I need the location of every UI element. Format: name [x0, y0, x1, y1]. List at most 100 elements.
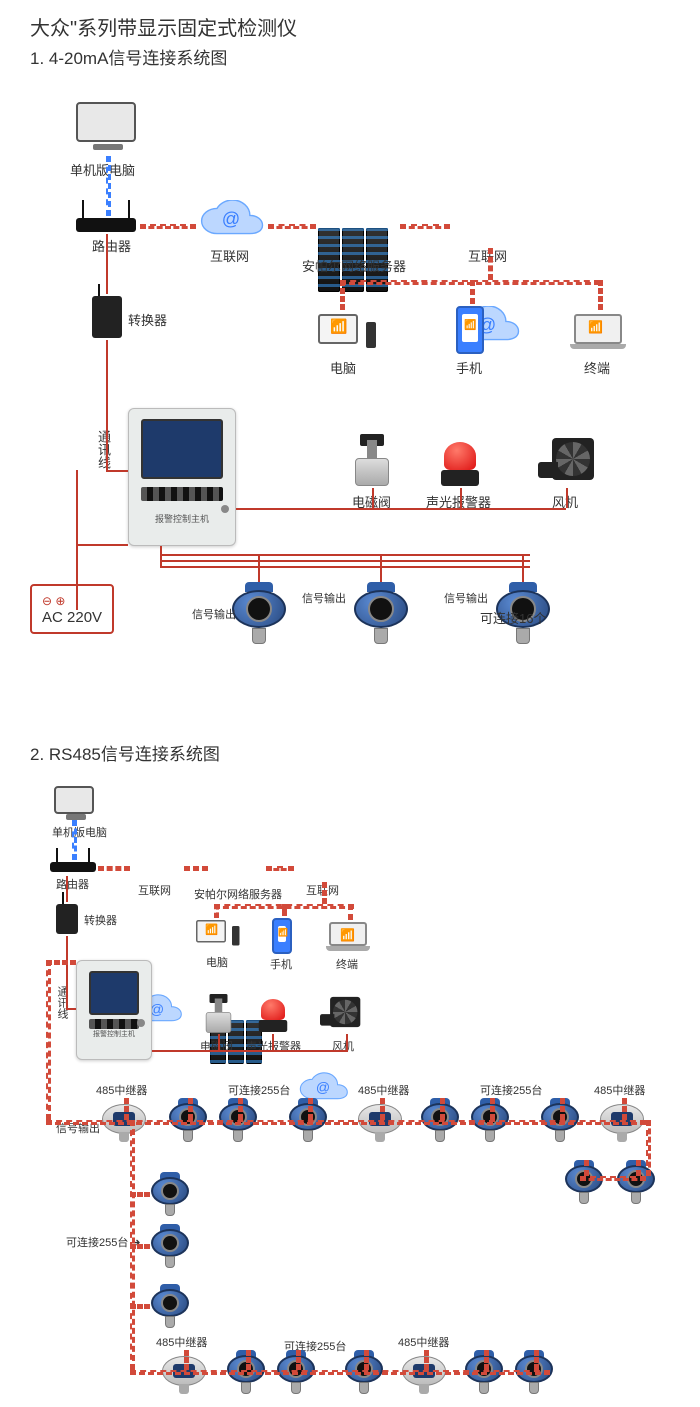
s2-cloud-left-label: 互联网 [138, 882, 171, 898]
internet-left-label: 互联网 [210, 246, 249, 265]
s2-line-bb-d5 [484, 1350, 489, 1370]
connect-16-label: 可连接16个 [480, 608, 546, 627]
s2-line-router-conv [66, 876, 68, 902]
s2-controller-icon: 报警控制主机 [76, 960, 152, 1060]
s2-conn255-2: 可连接255台 [480, 1082, 542, 1098]
s2-line-tb-d9 [622, 1098, 627, 1120]
s2-line-bb-d0 [184, 1350, 189, 1370]
router-icon [76, 218, 136, 232]
line-pc-router [106, 156, 111, 216]
s2-rep-label-1: 485中继器 [96, 1082, 147, 1098]
s2-line-act-v2 [272, 1034, 274, 1050]
s2-line-rep3-h [580, 1176, 646, 1181]
page: 大众"系列带显示固定式检测仪 1. 4-20mA信号连接系统图 单机版电脑 路由… [0, 0, 700, 1407]
s2-phone-icon: 📶 [272, 918, 292, 954]
s2-rep-label-3: 485中继器 [594, 1082, 645, 1098]
s2-line-vb1 [130, 1192, 150, 1197]
signal-out-1: 信号输出 [192, 606, 236, 622]
s2-line-ctrl-down-h [46, 960, 76, 965]
line-cloudR-down [488, 248, 493, 280]
signal-out-3: 信号输出 [444, 590, 488, 606]
s2-line-tb-d7 [490, 1098, 495, 1120]
converter-label: 转换器 [128, 310, 167, 329]
s2-det-v2 [150, 1224, 190, 1268]
line-ctrl-power-v [76, 470, 78, 610]
line-to-phone [470, 280, 475, 304]
s2-alarm-icon [258, 996, 298, 1044]
line-to-pc [340, 280, 345, 310]
line-det2 [380, 554, 382, 582]
controller-icon: 报警控制主机 [128, 408, 236, 546]
s2-line-tb-d4 [308, 1098, 313, 1120]
line-det3 [522, 554, 524, 582]
s2-line-topbus [46, 1120, 646, 1125]
signal-out-2: 信号输出 [302, 590, 346, 606]
controller-tag: 报警控制主机 [129, 512, 235, 525]
svg-text:@: @ [316, 1079, 330, 1095]
fan-icon [538, 434, 594, 486]
s2-pc-label: 电脑 [206, 954, 228, 970]
power-label: AC 220V [42, 609, 102, 626]
section1-heading: 1. 4-20mA信号连接系统图 [30, 44, 227, 69]
page-title: 大众"系列带显示固定式检测仪 [30, 12, 297, 41]
s2-line-act-v3 [346, 1034, 348, 1050]
s2-line-bb-d6 [534, 1350, 539, 1370]
line-ctrl-detv [160, 546, 162, 566]
s2-rep-label-5: 485中继器 [398, 1334, 449, 1350]
router-label: 路由器 [92, 236, 131, 255]
s2-det-v1 [150, 1172, 190, 1216]
line-router-conv [106, 234, 108, 294]
s2-line-botbus [130, 1370, 550, 1375]
internet-cloud-left-icon: @ [196, 200, 266, 242]
s2-rep-label-4: 485中继器 [156, 1334, 207, 1350]
line-server-cloudR [400, 224, 450, 229]
line-act-valve [372, 488, 374, 508]
s2-line-tb-d5 [380, 1098, 385, 1120]
line-det-bus3 [160, 566, 530, 568]
s2-line-tb-d1 [124, 1098, 129, 1120]
s2-pc-icon: 📶 [196, 920, 246, 950]
line-act-fan [566, 488, 568, 508]
s2-phone-label: 手机 [270, 956, 292, 972]
s2-line-rep3-d1 [584, 1160, 589, 1176]
s2-det-v3 [150, 1284, 190, 1328]
s2-line-to-phone2 [282, 904, 287, 916]
s2-terminal-icon: 📶 [326, 922, 370, 952]
line-conv-ctrl-h [106, 470, 128, 472]
power-polarity: ⊖ ⊕ [42, 594, 65, 608]
s2-line-chain3 [266, 866, 294, 871]
s2-line-ctrl-down [46, 960, 51, 1120]
s2-line-tb-d2 [188, 1098, 193, 1120]
client-phone-label: 手机 [456, 358, 482, 377]
valve-icon [350, 434, 394, 486]
s2-line-to-pc2 [214, 904, 219, 918]
client-terminal-icon: 📶 [570, 314, 626, 350]
s2-line-conv-ctrl [66, 936, 68, 1010]
s2-line-bb-d1 [246, 1350, 251, 1370]
s2-terminal-label: 终端 [336, 956, 358, 972]
line-router-cloudL [140, 224, 196, 229]
line-det-bus1 [160, 554, 530, 556]
line-conv-ctrl [106, 340, 108, 470]
s2-line-pc-router [72, 820, 77, 860]
standalone-pc-label: 单机版电脑 [70, 160, 135, 179]
s2-converter-icon [56, 904, 78, 934]
s2-conn255-1: 可连接255台 [228, 1082, 290, 1098]
standalone-pc-icon [76, 102, 136, 142]
line-det-bus2 [160, 560, 530, 562]
s2-line-chain1 [98, 866, 130, 871]
comm-line-label: 通讯线 [94, 430, 113, 469]
s2-line-bb-d4 [424, 1350, 429, 1370]
svg-text:@: @ [222, 209, 240, 229]
svg-text:@: @ [150, 1001, 164, 1017]
client-pc-icon: 📶 [318, 314, 368, 344]
s2-server-label: 安帕尔网络服务器 [194, 886, 282, 902]
line-cloudL-server [268, 224, 316, 229]
s2-converter-label: 转换器 [84, 912, 117, 928]
client-phone-icon: 📶 [456, 306, 484, 354]
s2-line-tb-d8 [560, 1098, 565, 1120]
s2-standalone-pc-label: 单机版电脑 [52, 824, 107, 840]
s2-line-rep3-down [646, 1120, 651, 1176]
s2-router-icon [50, 862, 96, 872]
line-act-alarm [460, 488, 462, 508]
